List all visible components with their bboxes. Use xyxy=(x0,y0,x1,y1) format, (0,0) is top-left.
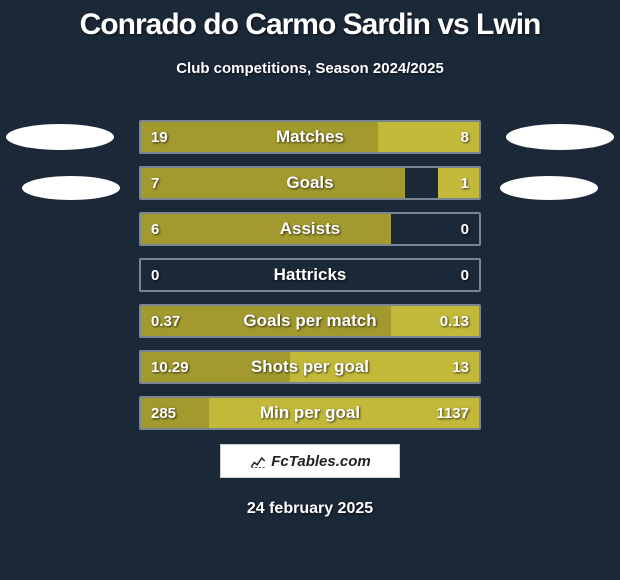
stat-row: Min per goal2851137 xyxy=(139,396,481,430)
bar-segment-player1 xyxy=(141,122,378,152)
page-title: Conrado do Carmo Sardin vs Lwin xyxy=(0,0,620,42)
bar-segment-player2 xyxy=(378,122,479,152)
player1-photo-placeholder-top xyxy=(6,124,114,150)
attribution-badge[interactable]: FcTables.com xyxy=(220,444,400,478)
date-text: 24 february 2025 xyxy=(0,500,620,518)
bar-segment-player2 xyxy=(391,306,479,336)
player2-photo-placeholder-mid xyxy=(500,176,598,200)
stat-row: Shots per goal10.2913 xyxy=(139,350,481,384)
bar-segment-player1 xyxy=(141,214,391,244)
comparison-bars: Matches198 Goals71 Assists60 Hattricks00 Goa… xyxy=(139,120,481,442)
stat-row: Goals71 xyxy=(139,166,481,200)
bar-segment-player1 xyxy=(141,352,290,382)
bar-segment-player1 xyxy=(141,398,209,428)
stat-row: Goals per match0.370.13 xyxy=(139,304,481,338)
player1-photo-placeholder-mid xyxy=(22,176,120,200)
chart-icon xyxy=(249,452,267,470)
stat-row: Matches198 xyxy=(139,120,481,154)
player2-photo-placeholder-top xyxy=(506,124,614,150)
bar-segment-player2 xyxy=(290,352,479,382)
bar-segment-player2 xyxy=(209,398,479,428)
bar-segment-player2 xyxy=(438,168,479,198)
subtitle: Club competitions, Season 2024/2025 xyxy=(0,60,620,77)
stat-row: Assists60 xyxy=(139,212,481,246)
attribution-text: FcTables.com xyxy=(271,453,370,470)
stat-row: Hattricks00 xyxy=(139,258,481,292)
bar-segment-player1 xyxy=(141,306,391,336)
bar-segment-player1 xyxy=(141,168,405,198)
